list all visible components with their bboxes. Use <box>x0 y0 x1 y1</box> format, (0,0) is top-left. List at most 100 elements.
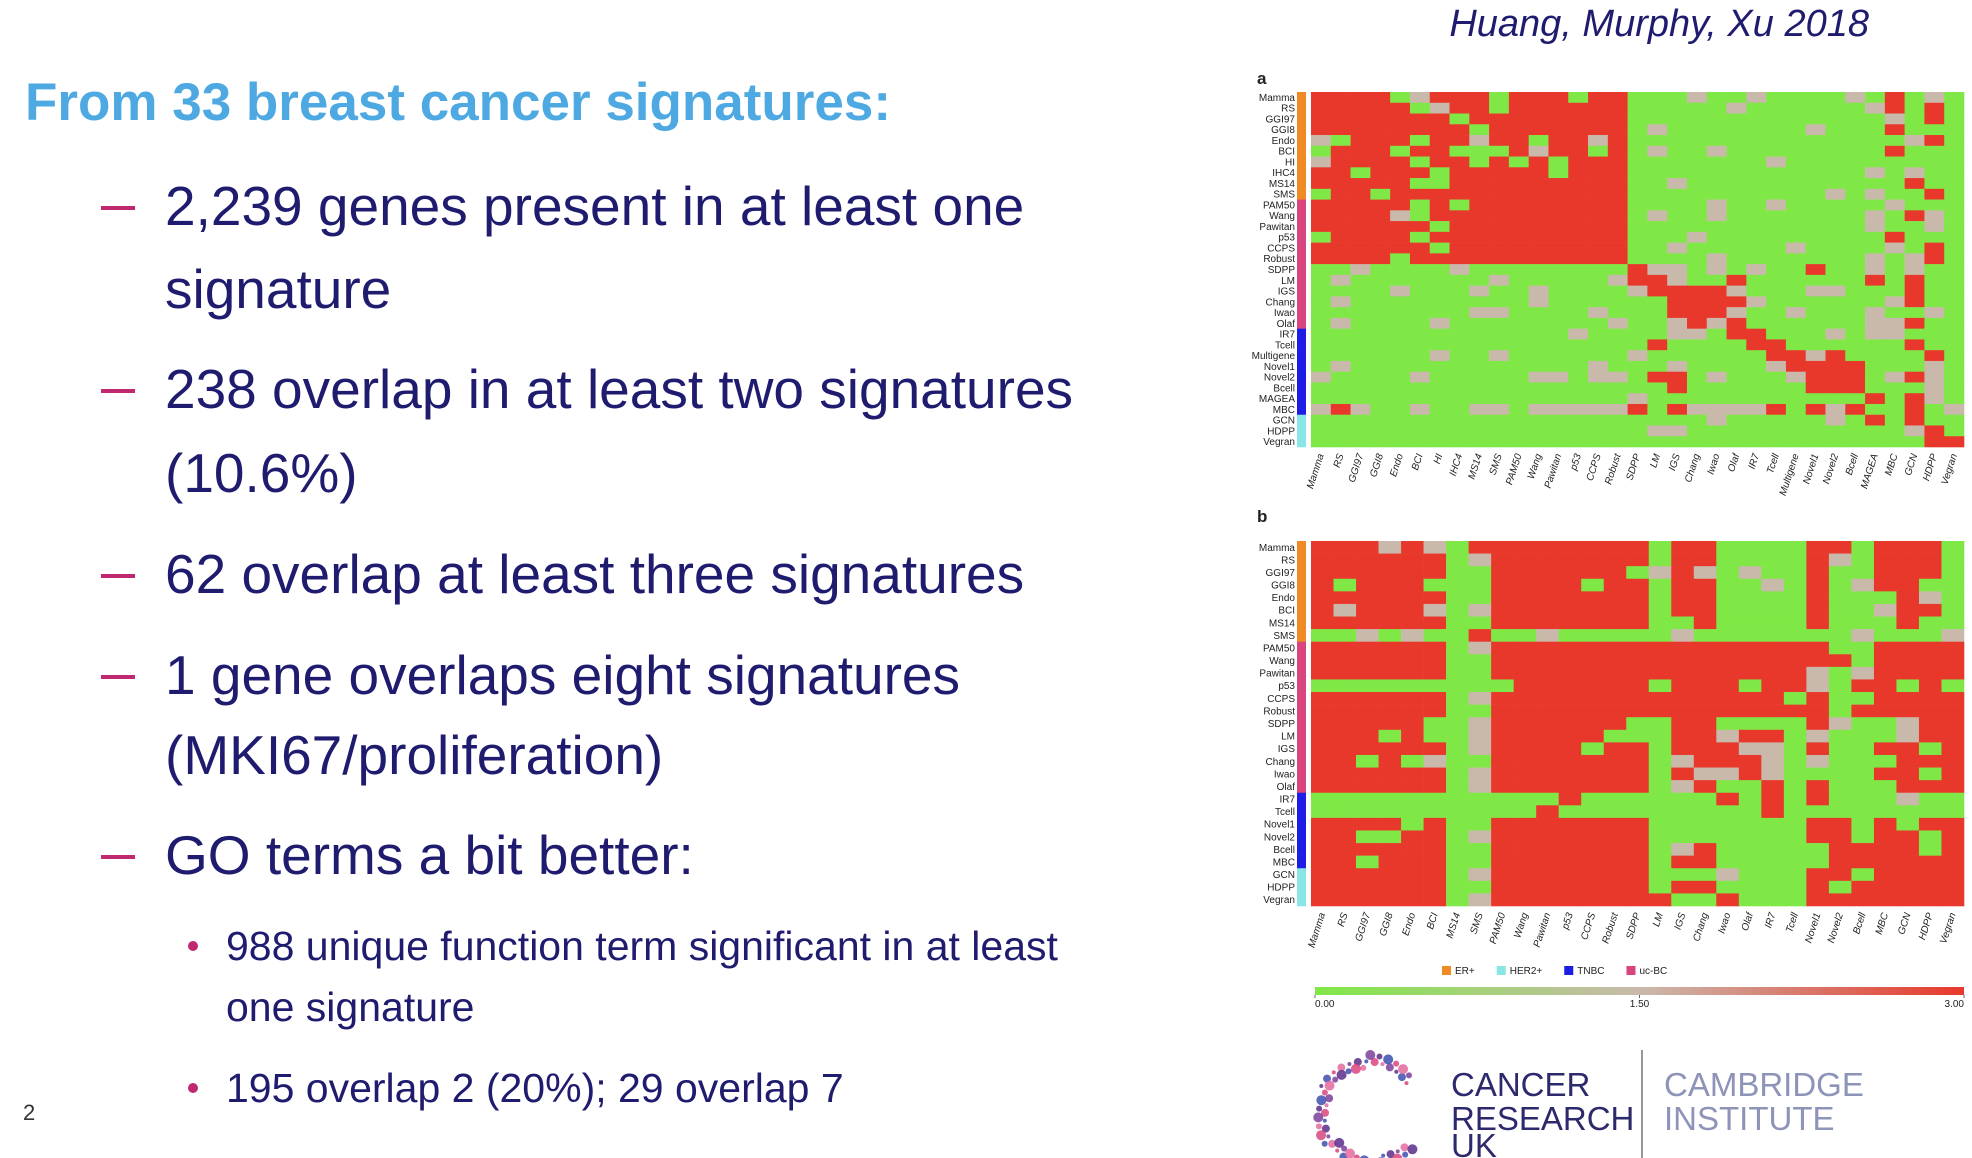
logo-dot <box>1398 1064 1409 1075</box>
heatmap-cell <box>1390 113 1411 125</box>
row-group <box>1297 328 1306 340</box>
heatmap-cell <box>1783 754 1807 768</box>
heatmap-cell <box>1536 780 1559 794</box>
heatmap-cell <box>1904 135 1925 147</box>
heatmap-cell <box>1647 393 1668 405</box>
heatmap-cell <box>1330 145 1351 157</box>
heatmap-cell <box>1603 666 1627 680</box>
column-label: SMS <box>1469 911 1486 935</box>
heatmap-cell <box>1851 541 1875 554</box>
heatmap-cell <box>1390 199 1411 211</box>
heatmap-cell <box>1558 603 1582 617</box>
heatmap-cell <box>1446 729 1469 743</box>
heatmap-cell <box>1390 92 1411 104</box>
heatmap-cell <box>1918 566 1942 580</box>
heatmap-cell <box>1865 274 1886 286</box>
heatmap-cell <box>1401 742 1424 756</box>
heatmap-cell <box>1429 102 1450 114</box>
heatmap-cell <box>1896 843 1920 856</box>
heatmap-cell <box>1845 188 1866 200</box>
heatmap-cell <box>1884 156 1905 168</box>
heatmap-cell <box>1627 253 1648 265</box>
heatmap-cell <box>1686 167 1708 179</box>
heatmap-cell <box>1568 360 1589 372</box>
heatmap-cell <box>1783 654 1807 668</box>
heatmap-cell <box>1581 880 1605 894</box>
heatmap-cell <box>1469 242 1490 254</box>
logo-dot <box>1395 1149 1400 1154</box>
heatmap-cell <box>1429 350 1450 362</box>
heatmap-cell <box>1766 393 1787 405</box>
heatmap-cell <box>1588 210 1609 222</box>
heatmap-cell <box>1825 307 1846 319</box>
heatmap-cell <box>1378 843 1402 856</box>
heatmap-cell <box>1468 805 1492 819</box>
column-label: BCI <box>1425 911 1441 930</box>
heatmap-cell <box>1904 113 1925 125</box>
heatmap-cell <box>1828 830 1852 844</box>
heatmap-cell <box>1528 242 1549 254</box>
heatmap-cell <box>1648 767 1672 781</box>
heatmap-cell <box>1311 199 1332 211</box>
heatmap-cell <box>1845 339 1866 351</box>
heatmap-cell <box>1845 371 1866 383</box>
heatmap-cell <box>1783 553 1807 567</box>
heatmap-cell <box>1647 145 1668 157</box>
column-label: LM <box>1651 911 1666 928</box>
heatmap-cell <box>1491 679 1514 693</box>
heatmap-cell <box>1528 135 1549 147</box>
heatmap-cell <box>1884 285 1905 297</box>
heatmap-cell <box>1330 382 1351 394</box>
sub-bullet-text: one signature <box>226 984 474 1030</box>
heatmap-cell <box>1429 425 1450 437</box>
heatmap-cell <box>1706 296 1727 308</box>
heatmap-cell <box>1671 805 1695 819</box>
row-label: HDPP <box>1267 883 1295 894</box>
heatmap-cell <box>1491 566 1514 580</box>
heatmap-cell <box>1350 350 1371 362</box>
column-label: Novel2 <box>1821 452 1841 485</box>
row-label: CCPS <box>1267 243 1295 254</box>
heatmap-cell <box>1783 666 1807 680</box>
heatmap-cell <box>1491 666 1514 680</box>
heatmap-cell <box>1667 403 1688 416</box>
heatmap-cell <box>1648 742 1672 756</box>
heatmap-cell <box>1627 339 1648 351</box>
heatmap-cell <box>1588 156 1609 168</box>
heatmap-cell <box>1693 704 1717 718</box>
heatmap-cell <box>1311 264 1332 276</box>
heatmap-cell <box>1805 328 1826 340</box>
heatmap-cell <box>1806 603 1830 617</box>
heatmap-cell <box>1581 855 1605 869</box>
heatmap-cell <box>1667 102 1688 114</box>
row-label: Mamma <box>1259 93 1296 104</box>
heatmap-cell <box>1469 253 1490 265</box>
heatmap-cell <box>1944 307 1965 319</box>
heatmap-cell <box>1671 578 1695 592</box>
heatmap-cell <box>1941 704 1965 718</box>
heatmap-cell <box>1941 566 1965 580</box>
heatmap-cell <box>1845 360 1866 372</box>
heatmap-cell <box>1607 393 1628 405</box>
heatmap-cell <box>1548 264 1569 276</box>
heatmap-cell <box>1568 403 1589 416</box>
heatmap-cell <box>1805 403 1826 416</box>
heatmap-cell <box>1489 221 1510 233</box>
heatmap-cell <box>1508 188 1529 200</box>
heatmap-cell <box>1924 403 1945 416</box>
heatmap-cell <box>1918 780 1942 794</box>
heatmap-cell <box>1626 541 1650 554</box>
heatmap-cell <box>1581 616 1605 630</box>
heatmap-cell <box>1491 792 1514 806</box>
heatmap-cell <box>1686 317 1708 329</box>
heatmap-cell <box>1311 124 1332 136</box>
heatmap-cell <box>1706 339 1727 351</box>
heatmap-cell <box>1873 843 1897 856</box>
heatmap-cell <box>1513 855 1537 869</box>
heatmap-cell <box>1873 880 1897 894</box>
heatmap-cell <box>1845 350 1866 362</box>
heatmap-cell <box>1603 792 1627 806</box>
heatmap-cell <box>1941 780 1965 794</box>
heatmap-cell <box>1873 553 1897 567</box>
heatmap-cell <box>1726 167 1747 179</box>
